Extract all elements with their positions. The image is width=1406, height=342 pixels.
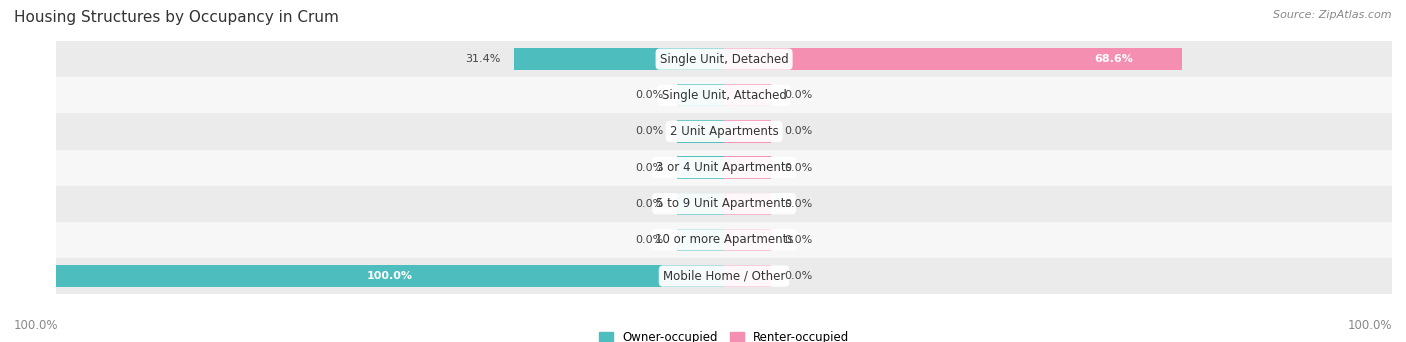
Text: 0.0%: 0.0% — [636, 90, 664, 100]
Text: Single Unit, Attached: Single Unit, Attached — [662, 89, 786, 102]
Bar — [678, 193, 724, 215]
Text: 31.4%: 31.4% — [465, 54, 501, 64]
Text: 0.0%: 0.0% — [636, 127, 664, 136]
Text: 3 or 4 Unit Apartments: 3 or 4 Unit Apartments — [657, 161, 792, 174]
Text: 10 or more Apartments: 10 or more Apartments — [655, 233, 793, 246]
Text: 0.0%: 0.0% — [636, 235, 664, 245]
Text: 100.0%: 100.0% — [1347, 319, 1392, 332]
Bar — [515, 48, 724, 70]
Text: 100.0%: 100.0% — [14, 319, 59, 332]
Text: 2 Unit Apartments: 2 Unit Apartments — [669, 125, 779, 138]
Text: Source: ZipAtlas.com: Source: ZipAtlas.com — [1274, 10, 1392, 20]
Bar — [56, 265, 724, 287]
Bar — [56, 113, 1392, 149]
Bar — [56, 258, 1392, 294]
Bar — [678, 229, 724, 251]
Bar — [724, 156, 770, 179]
Text: Housing Structures by Occupancy in Crum: Housing Structures by Occupancy in Crum — [14, 10, 339, 25]
Bar — [724, 193, 770, 215]
Bar — [678, 84, 724, 106]
Bar — [678, 156, 724, 179]
Legend: Owner-occupied, Renter-occupied: Owner-occupied, Renter-occupied — [599, 331, 849, 342]
Text: 0.0%: 0.0% — [636, 162, 664, 173]
Bar — [678, 120, 724, 143]
Bar — [724, 48, 1182, 70]
Bar — [56, 186, 1392, 222]
Bar — [724, 120, 770, 143]
Bar — [724, 265, 770, 287]
Bar — [56, 149, 1392, 186]
Bar — [56, 222, 1392, 258]
Bar — [724, 229, 770, 251]
Text: 0.0%: 0.0% — [785, 127, 813, 136]
Text: Mobile Home / Other: Mobile Home / Other — [662, 269, 786, 282]
Bar — [724, 84, 770, 106]
Text: 0.0%: 0.0% — [636, 199, 664, 209]
Text: 68.6%: 68.6% — [1094, 54, 1133, 64]
Text: 0.0%: 0.0% — [785, 235, 813, 245]
Bar — [56, 77, 1392, 113]
Text: Single Unit, Detached: Single Unit, Detached — [659, 53, 789, 66]
Bar — [56, 41, 1392, 77]
Text: 100.0%: 100.0% — [367, 271, 413, 281]
Text: 0.0%: 0.0% — [785, 271, 813, 281]
Text: 0.0%: 0.0% — [785, 199, 813, 209]
Text: 0.0%: 0.0% — [785, 162, 813, 173]
Text: 5 to 9 Unit Apartments: 5 to 9 Unit Apartments — [657, 197, 792, 210]
Text: 0.0%: 0.0% — [785, 90, 813, 100]
